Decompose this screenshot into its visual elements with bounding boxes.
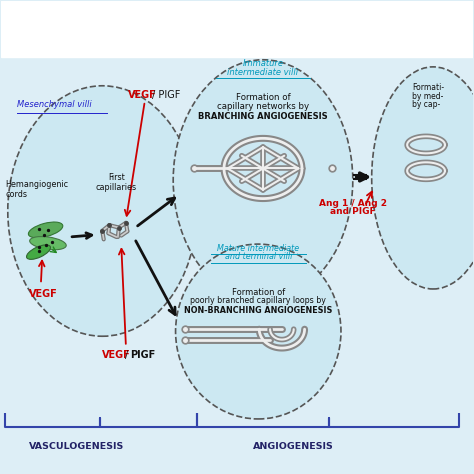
Text: VEGF: VEGF: [102, 350, 131, 360]
Ellipse shape: [8, 86, 197, 336]
Text: and terminal villi: and terminal villi: [225, 252, 292, 261]
Text: intermediate villi: intermediate villi: [228, 68, 299, 77]
Text: BRANCHING ANGIOGENESIS: BRANCHING ANGIOGENESIS: [198, 112, 328, 121]
Text: ANGIOGENESIS: ANGIOGENESIS: [253, 442, 334, 451]
Text: NON-BRANCHING ANGIOGENESIS: NON-BRANCHING ANGIOGENESIS: [184, 306, 332, 315]
Text: capillary networks by: capillary networks by: [217, 102, 309, 111]
Text: VASCULOGENESIS: VASCULOGENESIS: [29, 442, 124, 451]
Ellipse shape: [173, 60, 353, 301]
Text: Mesenchymal villi: Mesenchymal villi: [17, 100, 92, 109]
Text: Immature: Immature: [243, 59, 283, 68]
Ellipse shape: [30, 237, 66, 250]
Ellipse shape: [372, 67, 474, 289]
Text: Mature intermediate: Mature intermediate: [217, 244, 299, 253]
Text: Formation of: Formation of: [232, 288, 285, 297]
Ellipse shape: [27, 245, 51, 259]
Text: PIGF: PIGF: [130, 350, 155, 360]
Text: poorly branched capillary loops by: poorly branched capillary loops by: [191, 296, 326, 305]
Text: Formati-: Formati-: [412, 83, 444, 92]
Text: by cap-: by cap-: [412, 100, 440, 109]
Text: by med-: by med-: [412, 91, 443, 100]
Text: VEGF: VEGF: [29, 289, 58, 299]
Text: Hemangiogenic
cords: Hemangiogenic cords: [5, 180, 69, 200]
Text: and PIGF: and PIGF: [330, 207, 375, 216]
Text: Formation of: Formation of: [236, 93, 290, 102]
Text: First
capillaries: First capillaries: [96, 173, 137, 192]
Ellipse shape: [28, 222, 63, 238]
Text: /: /: [125, 350, 131, 360]
Text: / PIGF: / PIGF: [152, 90, 180, 100]
Ellipse shape: [175, 244, 341, 419]
Text: Ang 1 / Ang 2: Ang 1 / Ang 2: [319, 199, 387, 208]
Bar: [0, 0, 474, 57]
Text: VEGF: VEGF: [128, 90, 157, 100]
